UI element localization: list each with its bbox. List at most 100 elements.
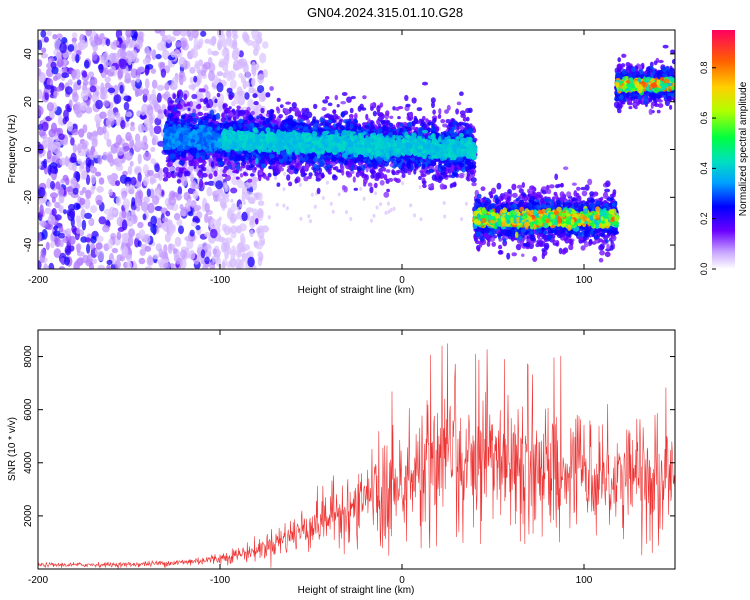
noise-blob — [38, 187, 46, 198]
signal-blob — [176, 93, 180, 99]
signal-blob — [228, 94, 233, 101]
signal-blob — [404, 94, 409, 102]
signal-blob — [367, 118, 371, 124]
signal-blob — [301, 112, 308, 118]
noise-blob — [162, 217, 169, 223]
noise-blob — [152, 195, 160, 205]
noise-blob — [257, 200, 265, 206]
noise-blob — [178, 225, 184, 235]
noise-blob — [59, 42, 67, 54]
noise-blob — [168, 223, 176, 234]
signal-blob — [470, 177, 477, 183]
noise-blob — [374, 191, 377, 196]
noise-blob — [98, 177, 105, 185]
noise-blob — [56, 150, 63, 158]
noise-blob — [137, 172, 142, 183]
noise-blob — [156, 92, 162, 103]
noise-blob — [62, 117, 68, 125]
signal-blob — [321, 172, 325, 179]
noise-blob — [116, 231, 122, 240]
noise-blob — [210, 36, 216, 47]
noise-blob — [282, 203, 286, 208]
noise-blob — [260, 90, 267, 102]
signal-blob — [327, 102, 333, 107]
signal-blob — [214, 98, 218, 104]
noise-blob — [184, 236, 192, 242]
noise-blob — [241, 252, 248, 258]
noise-blob — [442, 201, 446, 205]
signal-blob — [332, 174, 337, 179]
noise-blob — [207, 48, 212, 56]
noise-blob — [209, 218, 218, 230]
noise-blob — [61, 72, 70, 79]
noise-blob — [232, 47, 239, 55]
signal-blob — [355, 171, 360, 178]
noise-blob — [58, 226, 64, 233]
signal-blob — [183, 93, 188, 101]
signal-blob — [346, 172, 353, 178]
signal-blob — [393, 177, 398, 182]
signal-blob — [433, 117, 437, 123]
signal-blob — [167, 105, 172, 111]
noise-blob — [107, 238, 114, 249]
signal-blob — [449, 183, 453, 189]
signal-blob — [471, 182, 477, 187]
noise-blob — [227, 227, 233, 233]
noise-blob — [160, 68, 167, 78]
noise-blob — [230, 198, 234, 203]
noise-blob — [115, 134, 123, 146]
noise-blob — [120, 119, 126, 130]
signal-blob — [397, 116, 401, 120]
noise-blob — [39, 220, 47, 227]
noise-blob — [218, 236, 226, 243]
noise-blob — [84, 212, 92, 219]
spectrogram-marks — [38, 30, 675, 269]
noise-blob — [56, 58, 64, 68]
noise-blob — [121, 210, 127, 219]
noise-blob — [189, 66, 196, 74]
noise-blob — [198, 38, 204, 46]
noise-blob — [257, 73, 264, 85]
signal-blob — [216, 92, 221, 98]
noise-blob — [203, 61, 211, 70]
noise-blob — [143, 126, 149, 132]
signal-blob — [279, 104, 284, 108]
noise-blob — [418, 185, 422, 190]
noise-blob — [65, 86, 73, 95]
noise-blob — [349, 217, 353, 221]
noise-blob — [130, 49, 138, 60]
signal-blob — [197, 172, 202, 177]
signal-blob — [265, 92, 271, 98]
noise-blob — [241, 31, 249, 41]
noise-blob — [143, 118, 151, 127]
noise-blob — [227, 246, 232, 255]
noise-blob — [40, 30, 47, 38]
noise-blob — [244, 181, 251, 189]
signal-blob — [367, 182, 373, 187]
noise-blob — [191, 49, 199, 59]
signal-blob — [316, 187, 321, 195]
noise-blob — [48, 128, 56, 138]
noise-blob — [191, 93, 198, 100]
noise-blob — [180, 40, 188, 48]
noise-blob — [464, 201, 468, 206]
noise-blob — [108, 52, 117, 63]
noise-blob — [309, 219, 312, 224]
noise-blob — [137, 240, 142, 247]
signal-blob — [370, 106, 374, 111]
signal-blob — [352, 176, 356, 183]
noise-blob — [133, 31, 138, 39]
signal-blob — [353, 118, 358, 124]
noise-blob — [419, 217, 423, 222]
noise-blob — [257, 31, 262, 38]
noise-blob — [38, 59, 43, 68]
noise-blob — [191, 180, 197, 189]
noise-blob — [252, 47, 259, 57]
signal-blob — [340, 165, 345, 171]
noise-blob — [107, 111, 116, 122]
noise-blob — [325, 180, 329, 185]
noise-blob — [282, 187, 286, 192]
noise-blob — [131, 197, 136, 207]
noise-blob — [77, 143, 82, 154]
signal-blob — [388, 177, 394, 182]
